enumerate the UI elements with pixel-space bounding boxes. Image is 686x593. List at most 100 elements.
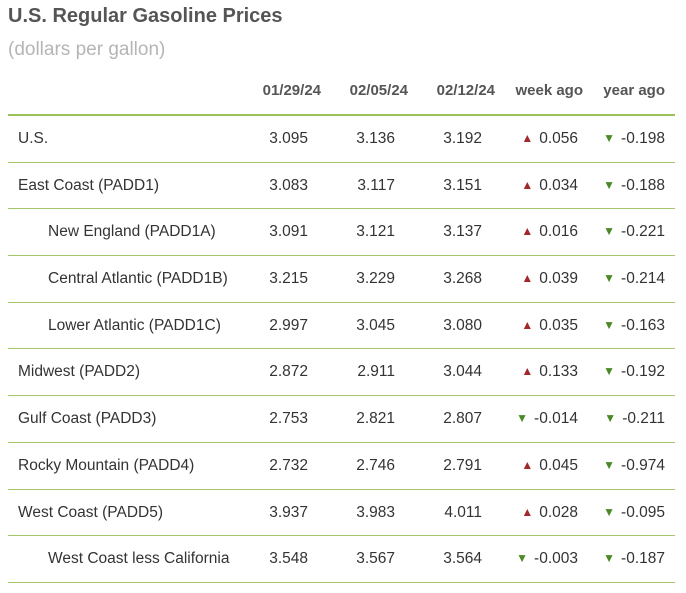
price-cell: 3.091 — [269, 223, 308, 241]
table-row: Central Atlantic (PADD1B) 3.215 3.229 3.268… — [8, 256, 675, 303]
price-cell: 3.136 — [356, 130, 395, 147]
up-arrow-icon: ▲ — [521, 271, 534, 286]
week-change-value: 0.034 — [539, 176, 578, 194]
down-arrow-icon: ▼ — [603, 457, 616, 472]
up-arrow-icon: ▲ — [521, 177, 534, 192]
year-change-cell: ▼ -0.214 — [603, 270, 665, 288]
year-change-cell: ▼ -0.188 — [603, 177, 665, 195]
region-name: Lower Atlantic (PADD1C) — [48, 316, 221, 334]
year-change-cell: ▼ -0.221 — [603, 223, 665, 241]
table-row: Lower Atlantic (PADD1C) 2.997 3.045 3.080 ▲ 0… — [8, 303, 675, 350]
region-name: West Coast less California — [48, 550, 230, 568]
price-cell: 3.215 — [269, 270, 308, 288]
down-arrow-icon: ▼ — [516, 411, 529, 426]
price-cell: 2.821 — [356, 410, 395, 428]
week-change-cell: ▲ 0.035 — [521, 317, 578, 335]
region-name: U.S. — [18, 130, 49, 147]
year-change-value: -0.187 — [621, 550, 665, 568]
year-change-value: -0.974 — [621, 456, 665, 474]
region-name: New England (PADD1A) — [48, 223, 216, 241]
year-change-value: -0.192 — [621, 363, 665, 381]
week-change-value: 0.056 — [539, 130, 578, 147]
down-arrow-icon: ▼ — [603, 177, 616, 192]
up-arrow-icon: ▲ — [521, 224, 534, 239]
year-change-value: -0.211 — [622, 410, 665, 428]
table-row: East Coast (PADD1) 3.083 3.117 3.151 ▲ 0.034 ▼… — [8, 163, 675, 210]
price-cell: 2.732 — [269, 456, 308, 474]
down-arrow-icon: ▼ — [603, 364, 616, 379]
down-arrow-icon: ▼ — [603, 317, 616, 332]
price-cell: 3.045 — [356, 316, 395, 334]
year-change-cell: ▼ -0.187 — [603, 550, 665, 568]
table-row: West Coast less California 3.548 3.567 3.56… — [8, 536, 675, 583]
price-cell: 3.937 — [269, 503, 308, 521]
price-cell: 3.151 — [443, 176, 482, 194]
week-change-value: -0.003 — [534, 550, 578, 568]
column-header: 01/29/24 — [262, 82, 321, 99]
page-title: U.S. Regular Gasoline Prices — [8, 5, 283, 27]
price-cell: 3.567 — [356, 550, 395, 568]
table-row: U.S. 3.095 3.136 3.192 ▲ 0.056 ▼ -0.198 — [8, 116, 675, 163]
year-change-value: -0.095 — [621, 503, 665, 521]
price-cell: 2.872 — [269, 363, 308, 381]
table-row: New England (PADD1A) 3.091 3.121 3.137 ▲ 0.01… — [8, 209, 675, 257]
year-change-value: -0.188 — [621, 176, 665, 194]
price-table: U.S. 3.095 3.136 3.192 ▲ 0.056 ▼ -0.198 East Coa… — [8, 116, 675, 583]
region-name: West Coast (PADD5) — [18, 503, 163, 521]
down-arrow-icon: ▼ — [603, 224, 616, 239]
down-arrow-icon: ▼ — [603, 271, 616, 286]
week-change-cell: ▲ 0.045 — [521, 457, 578, 475]
year-change-value: -0.163 — [621, 316, 665, 334]
week-change-cell: ▲ 0.056 — [521, 130, 578, 148]
year-change-value: -0.198 — [621, 130, 665, 147]
year-change-cell: ▼ -0.095 — [603, 504, 665, 522]
table-row: West Coast (PADD5) 3.937 3.983 4.011 ▲ 0.028 ▼… — [8, 490, 675, 537]
price-cell: 3.083 — [269, 176, 308, 194]
down-arrow-icon: ▼ — [604, 411, 617, 426]
price-cell: 3.192 — [443, 130, 482, 147]
up-arrow-icon: ▲ — [521, 457, 534, 472]
table-row: Gulf Coast (PADD3) 2.753 2.821 2.807 ▼ -0.014… — [8, 396, 675, 443]
up-arrow-icon: ▲ — [521, 317, 534, 332]
region-name: Central Atlantic (PADD1B) — [48, 270, 228, 288]
price-cell: 2.746 — [356, 456, 395, 474]
down-arrow-icon: ▼ — [603, 551, 616, 566]
price-cell: 3.229 — [356, 270, 395, 288]
table-row: Rocky Mountain (PADD4) 2.732 2.746 2.791 ▲ 0.… — [8, 443, 675, 490]
region-name: Rocky Mountain (PADD4) — [18, 456, 195, 474]
week-change-cell: ▼ -0.014 — [516, 410, 578, 428]
year-change-cell: ▼ -0.974 — [603, 457, 665, 475]
week-change-cell: ▲ 0.016 — [521, 223, 578, 241]
week-change-value: 0.133 — [539, 363, 578, 381]
week-change-cell: ▲ 0.133 — [521, 363, 578, 381]
up-arrow-icon: ▲ — [521, 504, 534, 519]
price-cell: 3.268 — [443, 270, 482, 288]
price-cell: 3.117 — [357, 176, 395, 194]
region-name: Midwest (PADD2) — [18, 363, 141, 381]
price-cell: 3.548 — [269, 550, 308, 568]
week-change-cell: ▼ -0.003 — [516, 550, 578, 568]
week-change-value: 0.035 — [539, 316, 578, 334]
up-arrow-icon: ▲ — [521, 131, 534, 145]
page-subtitle: (dollars per gallon) — [8, 39, 166, 60]
table-row: Midwest (PADD2) 2.872 2.911 3.044 ▲ 0.133 ▼ -0.… — [8, 349, 675, 397]
down-arrow-icon: ▼ — [516, 551, 529, 566]
week-change-cell: ▲ 0.028 — [521, 504, 578, 522]
up-arrow-icon: ▲ — [521, 364, 534, 379]
week-change-cell: ▲ 0.034 — [521, 177, 578, 195]
price-cell: 4.011 — [444, 503, 482, 521]
price-cell: 3.137 — [443, 223, 482, 241]
week-change-value: -0.014 — [534, 410, 578, 428]
table-header: 01/29/24 02/05/24 02/12/24 week ago year… — [8, 78, 675, 114]
week-change-value: 0.039 — [539, 270, 578, 288]
column-header: week ago — [515, 82, 583, 99]
header-divider — [8, 114, 675, 116]
week-change-cell: ▲ 0.039 — [521, 270, 578, 288]
price-cell: 2.807 — [443, 410, 482, 428]
price-cell: 3.564 — [443, 550, 482, 568]
price-cell: 3.983 — [356, 503, 395, 521]
price-cell: 2.997 — [269, 316, 308, 334]
down-arrow-icon: ▼ — [603, 131, 616, 145]
region-name: Gulf Coast (PADD3) — [18, 410, 157, 428]
year-change-value: -0.214 — [621, 270, 665, 288]
